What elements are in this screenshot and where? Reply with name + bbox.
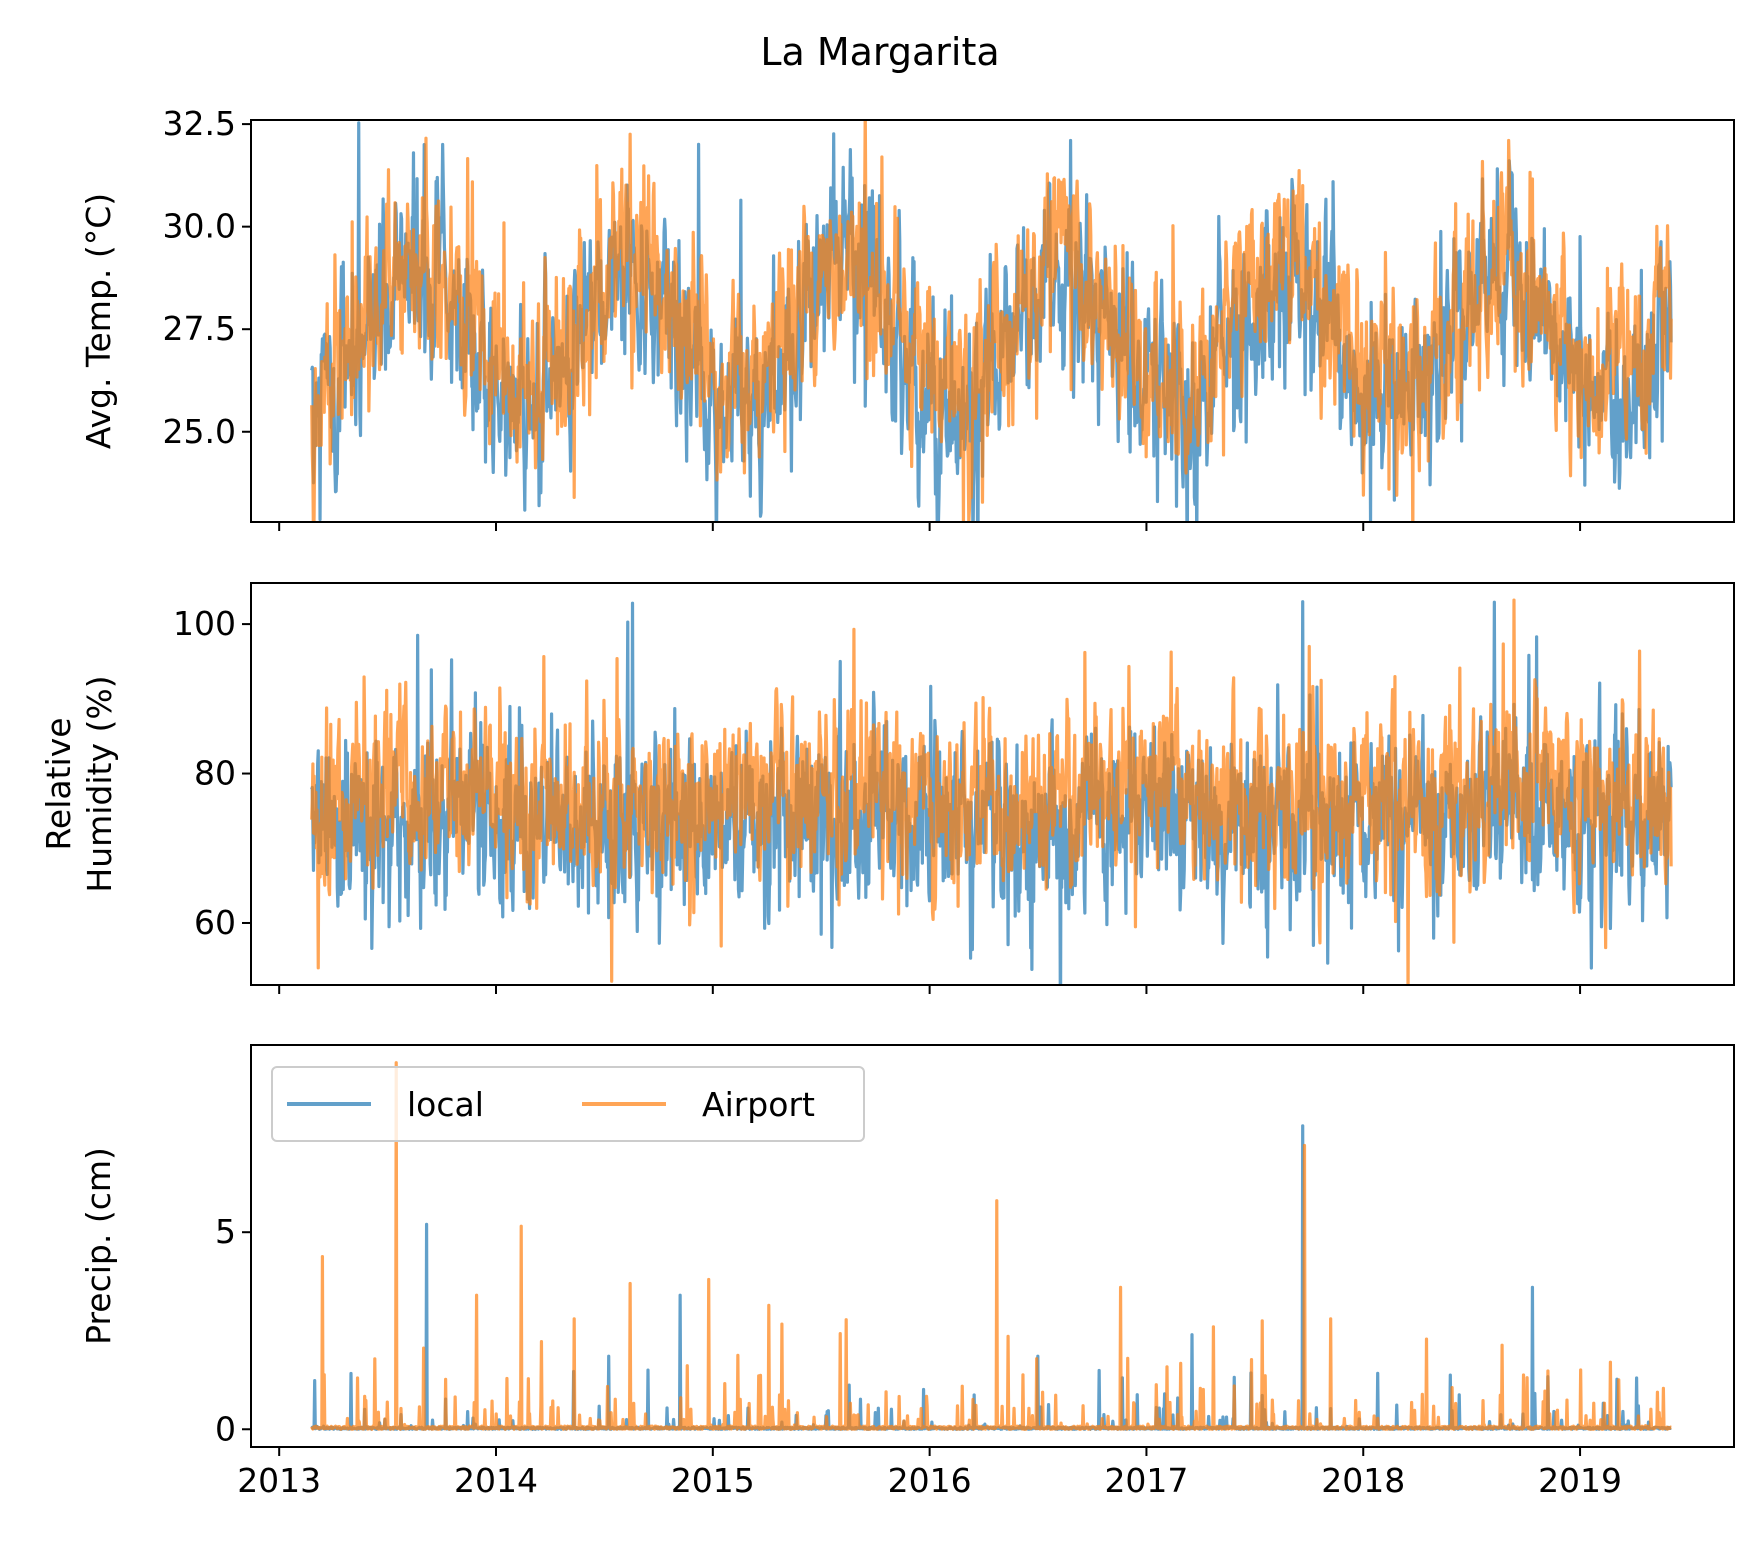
- legend-label-local: local: [407, 1085, 484, 1124]
- x-tick-label: 2017: [1104, 1461, 1188, 1500]
- y-tick-label: 80: [194, 754, 236, 793]
- x-tick-label: 2018: [1321, 1461, 1405, 1500]
- y-tick-label: 32.5: [163, 104, 236, 143]
- legend-box: [271, 1066, 865, 1142]
- series-local-line: [310, 1124, 1673, 1431]
- axes-frame: [250, 1044, 1735, 1448]
- panel-3: 0 5 2013 2014 2015 2016 2017 2018 2019 Precip. (c…: [79, 1044, 1735, 1500]
- axes-frame: [250, 119, 1735, 523]
- x-tick-label: 2015: [671, 1461, 755, 1500]
- y-tick-label: 30.0: [163, 207, 236, 246]
- axes-frame: [250, 582, 1735, 986]
- y-axis-label: Avg. Temp. (°C): [79, 193, 118, 449]
- chart-title: La Margarita: [760, 30, 999, 74]
- x-tick-label: 2016: [888, 1461, 972, 1500]
- series-airport-line: [310, 120, 1673, 522]
- y-tick-label: 27.5: [163, 309, 236, 348]
- legend-label-airport: Airport: [702, 1085, 815, 1124]
- panel-2: 60 80 100 RelativeHumidity (%): [39, 582, 1735, 994]
- panel-1: 25.0 27.5 30.0 32.5 Avg. Temp. (°C): [79, 104, 1735, 531]
- y-axis-label: RelativeHumidity (%): [39, 675, 119, 892]
- y-tick-label: 0: [215, 1409, 236, 1448]
- x-tick-label: 2019: [1538, 1461, 1622, 1500]
- y-tick-label: 5: [215, 1212, 236, 1251]
- y-axis-label-line: Relative: [39, 717, 78, 850]
- x-tick-label: 2013: [237, 1461, 321, 1500]
- series-airport-line: [310, 598, 1673, 985]
- y-axis-label-line: Humidity (%): [80, 675, 119, 892]
- x-tick-label: 2014: [454, 1461, 538, 1500]
- y-axis-label: Precip. (cm): [79, 1147, 118, 1345]
- y-tick-label: 60: [194, 903, 236, 942]
- series-airport-line: [310, 1061, 1673, 1431]
- y-tick-label: 25.0: [163, 412, 236, 451]
- y-tick-label: 100: [173, 604, 236, 643]
- legend: local Airport: [271, 1066, 865, 1142]
- panels: 25.0 27.5 30.0 32.5 Avg. Temp. (°C) 60 80 100 Re…: [39, 104, 1735, 1500]
